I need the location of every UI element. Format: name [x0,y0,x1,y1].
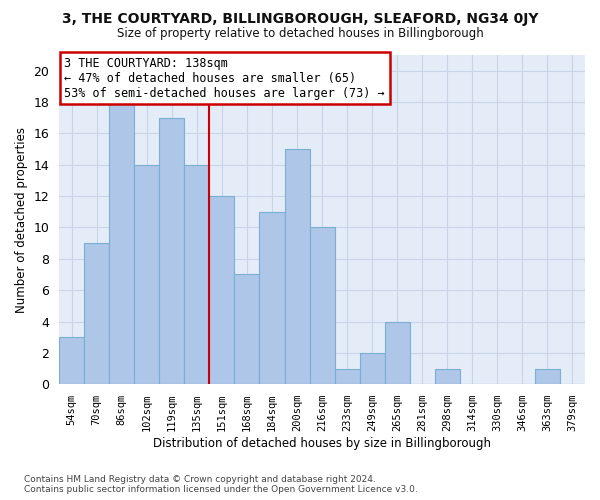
Bar [535,368,560,384]
Bar [259,212,284,384]
Text: 3, THE COURTYARD, BILLINGBOROUGH, SLEAFORD, NG34 0JY: 3, THE COURTYARD, BILLINGBOROUGH, SLEAFO… [62,12,538,26]
Bar [435,368,460,384]
Bar [184,164,209,384]
Bar [385,322,410,384]
Bar [84,243,109,384]
Text: 3 THE COURTYARD: 138sqm
← 47% of detached houses are smaller (65)
53% of semi-de: 3 THE COURTYARD: 138sqm ← 47% of detache… [64,56,385,100]
Bar [59,337,84,384]
Bar [359,353,385,384]
X-axis label: Distribution of detached houses by size in Billingborough: Distribution of detached houses by size … [153,437,491,450]
Bar [335,368,359,384]
Bar [284,149,310,384]
Bar [109,102,134,384]
Bar [209,196,235,384]
Bar [310,228,335,384]
Y-axis label: Number of detached properties: Number of detached properties [15,126,28,312]
Bar [160,118,184,384]
Bar [235,274,259,384]
Bar [134,164,160,384]
Text: Contains HM Land Registry data © Crown copyright and database right 2024.
Contai: Contains HM Land Registry data © Crown c… [24,474,418,494]
Text: Size of property relative to detached houses in Billingborough: Size of property relative to detached ho… [116,28,484,40]
